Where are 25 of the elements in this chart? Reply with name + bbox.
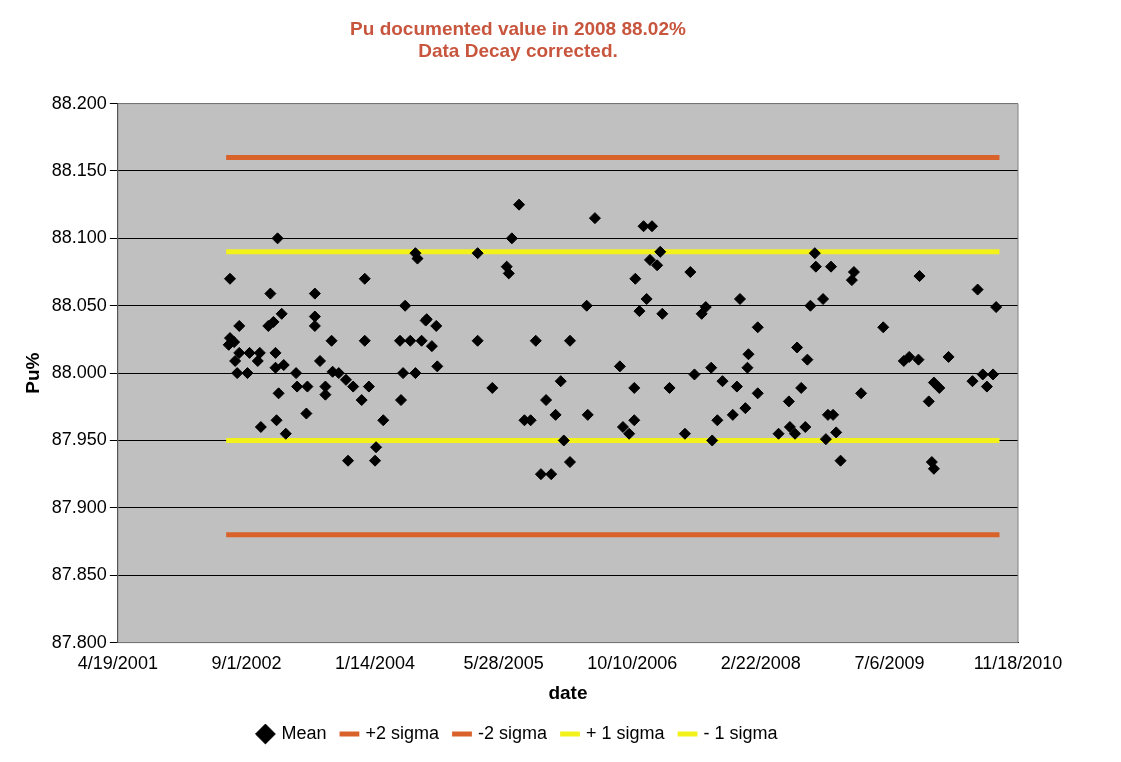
legend-label: -2 sigma: [477, 722, 548, 743]
y-tick-label: 88.150: [51, 159, 107, 180]
y-axis-title: Pu%: [21, 352, 43, 394]
y-tick-label: 87.900: [51, 496, 107, 517]
x-tick-label: 4/19/2001: [77, 653, 158, 674]
legend-label: +2 sigma: [365, 722, 440, 743]
y-tick-label: 88.100: [51, 227, 107, 248]
x-tick-label: 2/22/2008: [720, 653, 801, 674]
x-tick-label: 9/1/2002: [211, 653, 282, 674]
legend-label: - 1 sigma: [703, 722, 779, 743]
x-tick-label: 11/18/2010: [973, 653, 1063, 674]
x-tick-label: 5/28/2005: [463, 653, 544, 674]
legend-label: Mean: [281, 722, 327, 743]
x-tick-label: 1/14/2004: [335, 653, 416, 674]
chart-title: Pu documented value in 2008 88.02% Data Decay corrected.: [350, 17, 686, 62]
y-tick-label: 87.950: [51, 429, 107, 450]
x-tick-label: 10/10/2006: [587, 653, 678, 674]
y-tick-label: 88.000: [51, 362, 107, 383]
y-tick-label: 88.050: [51, 294, 107, 315]
x-tick-label: 7/6/2009: [854, 653, 925, 674]
legend-label: + 1 sigma: [586, 722, 666, 743]
y-tick-label: 87.800: [51, 631, 107, 652]
y-tick-label: 87.850: [51, 564, 107, 585]
y-tick-label: 88.200: [51, 92, 107, 113]
x-axis-title: date: [548, 681, 588, 703]
